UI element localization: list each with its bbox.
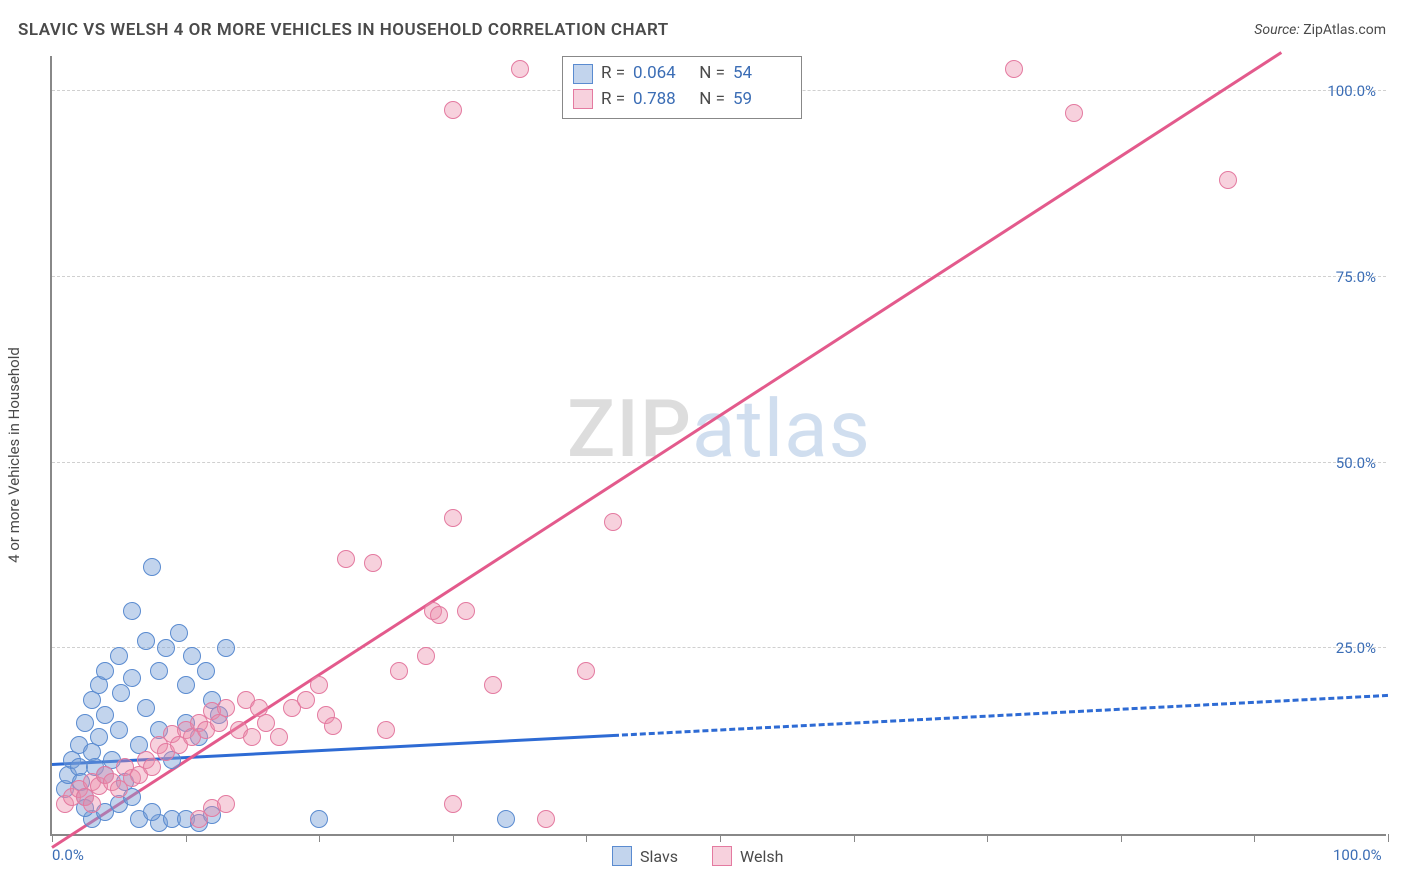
data-point bbox=[217, 795, 235, 813]
data-point bbox=[197, 662, 215, 680]
stat-r-value: 0.064 bbox=[633, 61, 687, 87]
data-point bbox=[511, 60, 529, 78]
data-point bbox=[270, 728, 288, 746]
data-point bbox=[150, 662, 168, 680]
x-tick bbox=[319, 834, 320, 842]
data-point bbox=[537, 810, 555, 828]
data-point bbox=[310, 676, 328, 694]
x-tick bbox=[453, 834, 454, 842]
source-attribution: Source: ZipAtlas.com bbox=[1254, 22, 1386, 38]
data-point bbox=[96, 662, 114, 680]
stat-r-label: R = bbox=[601, 87, 625, 113]
legend-swatch bbox=[573, 64, 593, 84]
data-point bbox=[183, 647, 201, 665]
data-point bbox=[484, 676, 502, 694]
data-point bbox=[604, 513, 622, 531]
legend-item: Welsh bbox=[712, 846, 783, 866]
data-point bbox=[157, 639, 175, 657]
x-tick bbox=[1254, 834, 1255, 842]
data-point bbox=[170, 624, 188, 642]
x-tick bbox=[987, 834, 988, 842]
x-tick bbox=[1121, 834, 1122, 842]
data-point bbox=[1065, 104, 1083, 122]
data-point bbox=[417, 647, 435, 665]
data-point bbox=[364, 554, 382, 572]
data-point bbox=[90, 728, 108, 746]
legend-swatch bbox=[573, 89, 593, 109]
data-point bbox=[337, 550, 355, 568]
legend-swatch bbox=[612, 846, 632, 866]
data-point bbox=[1219, 171, 1237, 189]
data-point bbox=[430, 606, 448, 624]
legend-item: Slavs bbox=[612, 846, 678, 866]
y-tick-label: 50.0% bbox=[1336, 454, 1376, 472]
data-point bbox=[444, 101, 462, 119]
data-point bbox=[390, 662, 408, 680]
data-point bbox=[217, 699, 235, 717]
data-point bbox=[137, 632, 155, 650]
stat-n-value: 59 bbox=[733, 87, 787, 113]
stats-box: R = 0.064 N = 54 R = 0.788 N = 59 bbox=[562, 56, 802, 119]
y-axis-label: 4 or more Vehicles in Household bbox=[5, 347, 23, 563]
data-point bbox=[257, 714, 275, 732]
data-point bbox=[137, 699, 155, 717]
trend-line bbox=[613, 694, 1388, 737]
y-tick-label: 100.0% bbox=[1327, 82, 1376, 100]
data-point bbox=[217, 639, 235, 657]
data-point bbox=[444, 509, 462, 527]
gridline bbox=[52, 276, 1386, 277]
stats-row: R = 0.064 N = 54 bbox=[573, 61, 787, 87]
data-point bbox=[243, 728, 261, 746]
stat-n-value: 54 bbox=[733, 61, 787, 87]
x-tick-label: 0.0% bbox=[52, 846, 84, 864]
gridline bbox=[52, 647, 1386, 648]
data-point bbox=[123, 602, 141, 620]
x-tick bbox=[186, 834, 187, 842]
chart-title: SLAVIC VS WELSH 4 OR MORE VEHICLES IN HO… bbox=[18, 20, 669, 40]
data-point bbox=[83, 795, 101, 813]
data-point bbox=[123, 669, 141, 687]
x-tick bbox=[586, 834, 587, 842]
stats-row: R = 0.788 N = 59 bbox=[573, 87, 787, 113]
plot-area: ZIPatlas 25.0%50.0%75.0%100.0%0.0%100.0%… bbox=[50, 56, 1386, 836]
data-point bbox=[96, 706, 114, 724]
data-point bbox=[377, 721, 395, 739]
data-point bbox=[177, 676, 195, 694]
data-point bbox=[143, 558, 161, 576]
data-point bbox=[143, 758, 161, 776]
data-point bbox=[110, 721, 128, 739]
source-label: Source: bbox=[1254, 22, 1299, 38]
data-point bbox=[297, 691, 315, 709]
stat-n-label: N = bbox=[695, 87, 725, 113]
data-point bbox=[110, 647, 128, 665]
data-point bbox=[1005, 60, 1023, 78]
data-point bbox=[310, 810, 328, 828]
stat-r-label: R = bbox=[601, 61, 625, 87]
y-tick-label: 25.0% bbox=[1336, 639, 1376, 657]
legend-swatch bbox=[712, 846, 732, 866]
legend-label: Welsh bbox=[740, 847, 783, 866]
legend-label: Slavs bbox=[640, 847, 678, 866]
x-tick-label: 100.0% bbox=[1333, 846, 1382, 864]
x-tick bbox=[1388, 834, 1389, 842]
x-tick bbox=[720, 834, 721, 842]
data-point bbox=[497, 810, 515, 828]
x-tick bbox=[52, 834, 53, 842]
data-point bbox=[76, 714, 94, 732]
x-tick bbox=[854, 834, 855, 842]
gridline bbox=[52, 462, 1386, 463]
data-point bbox=[577, 662, 595, 680]
stat-n-label: N = bbox=[695, 61, 725, 87]
data-point bbox=[112, 684, 130, 702]
y-tick-label: 75.0% bbox=[1336, 268, 1376, 286]
data-point bbox=[444, 795, 462, 813]
data-point bbox=[324, 717, 342, 735]
source-value: ZipAtlas.com bbox=[1303, 22, 1386, 38]
data-point bbox=[143, 803, 161, 821]
data-point bbox=[457, 602, 475, 620]
stat-r-value: 0.788 bbox=[633, 87, 687, 113]
